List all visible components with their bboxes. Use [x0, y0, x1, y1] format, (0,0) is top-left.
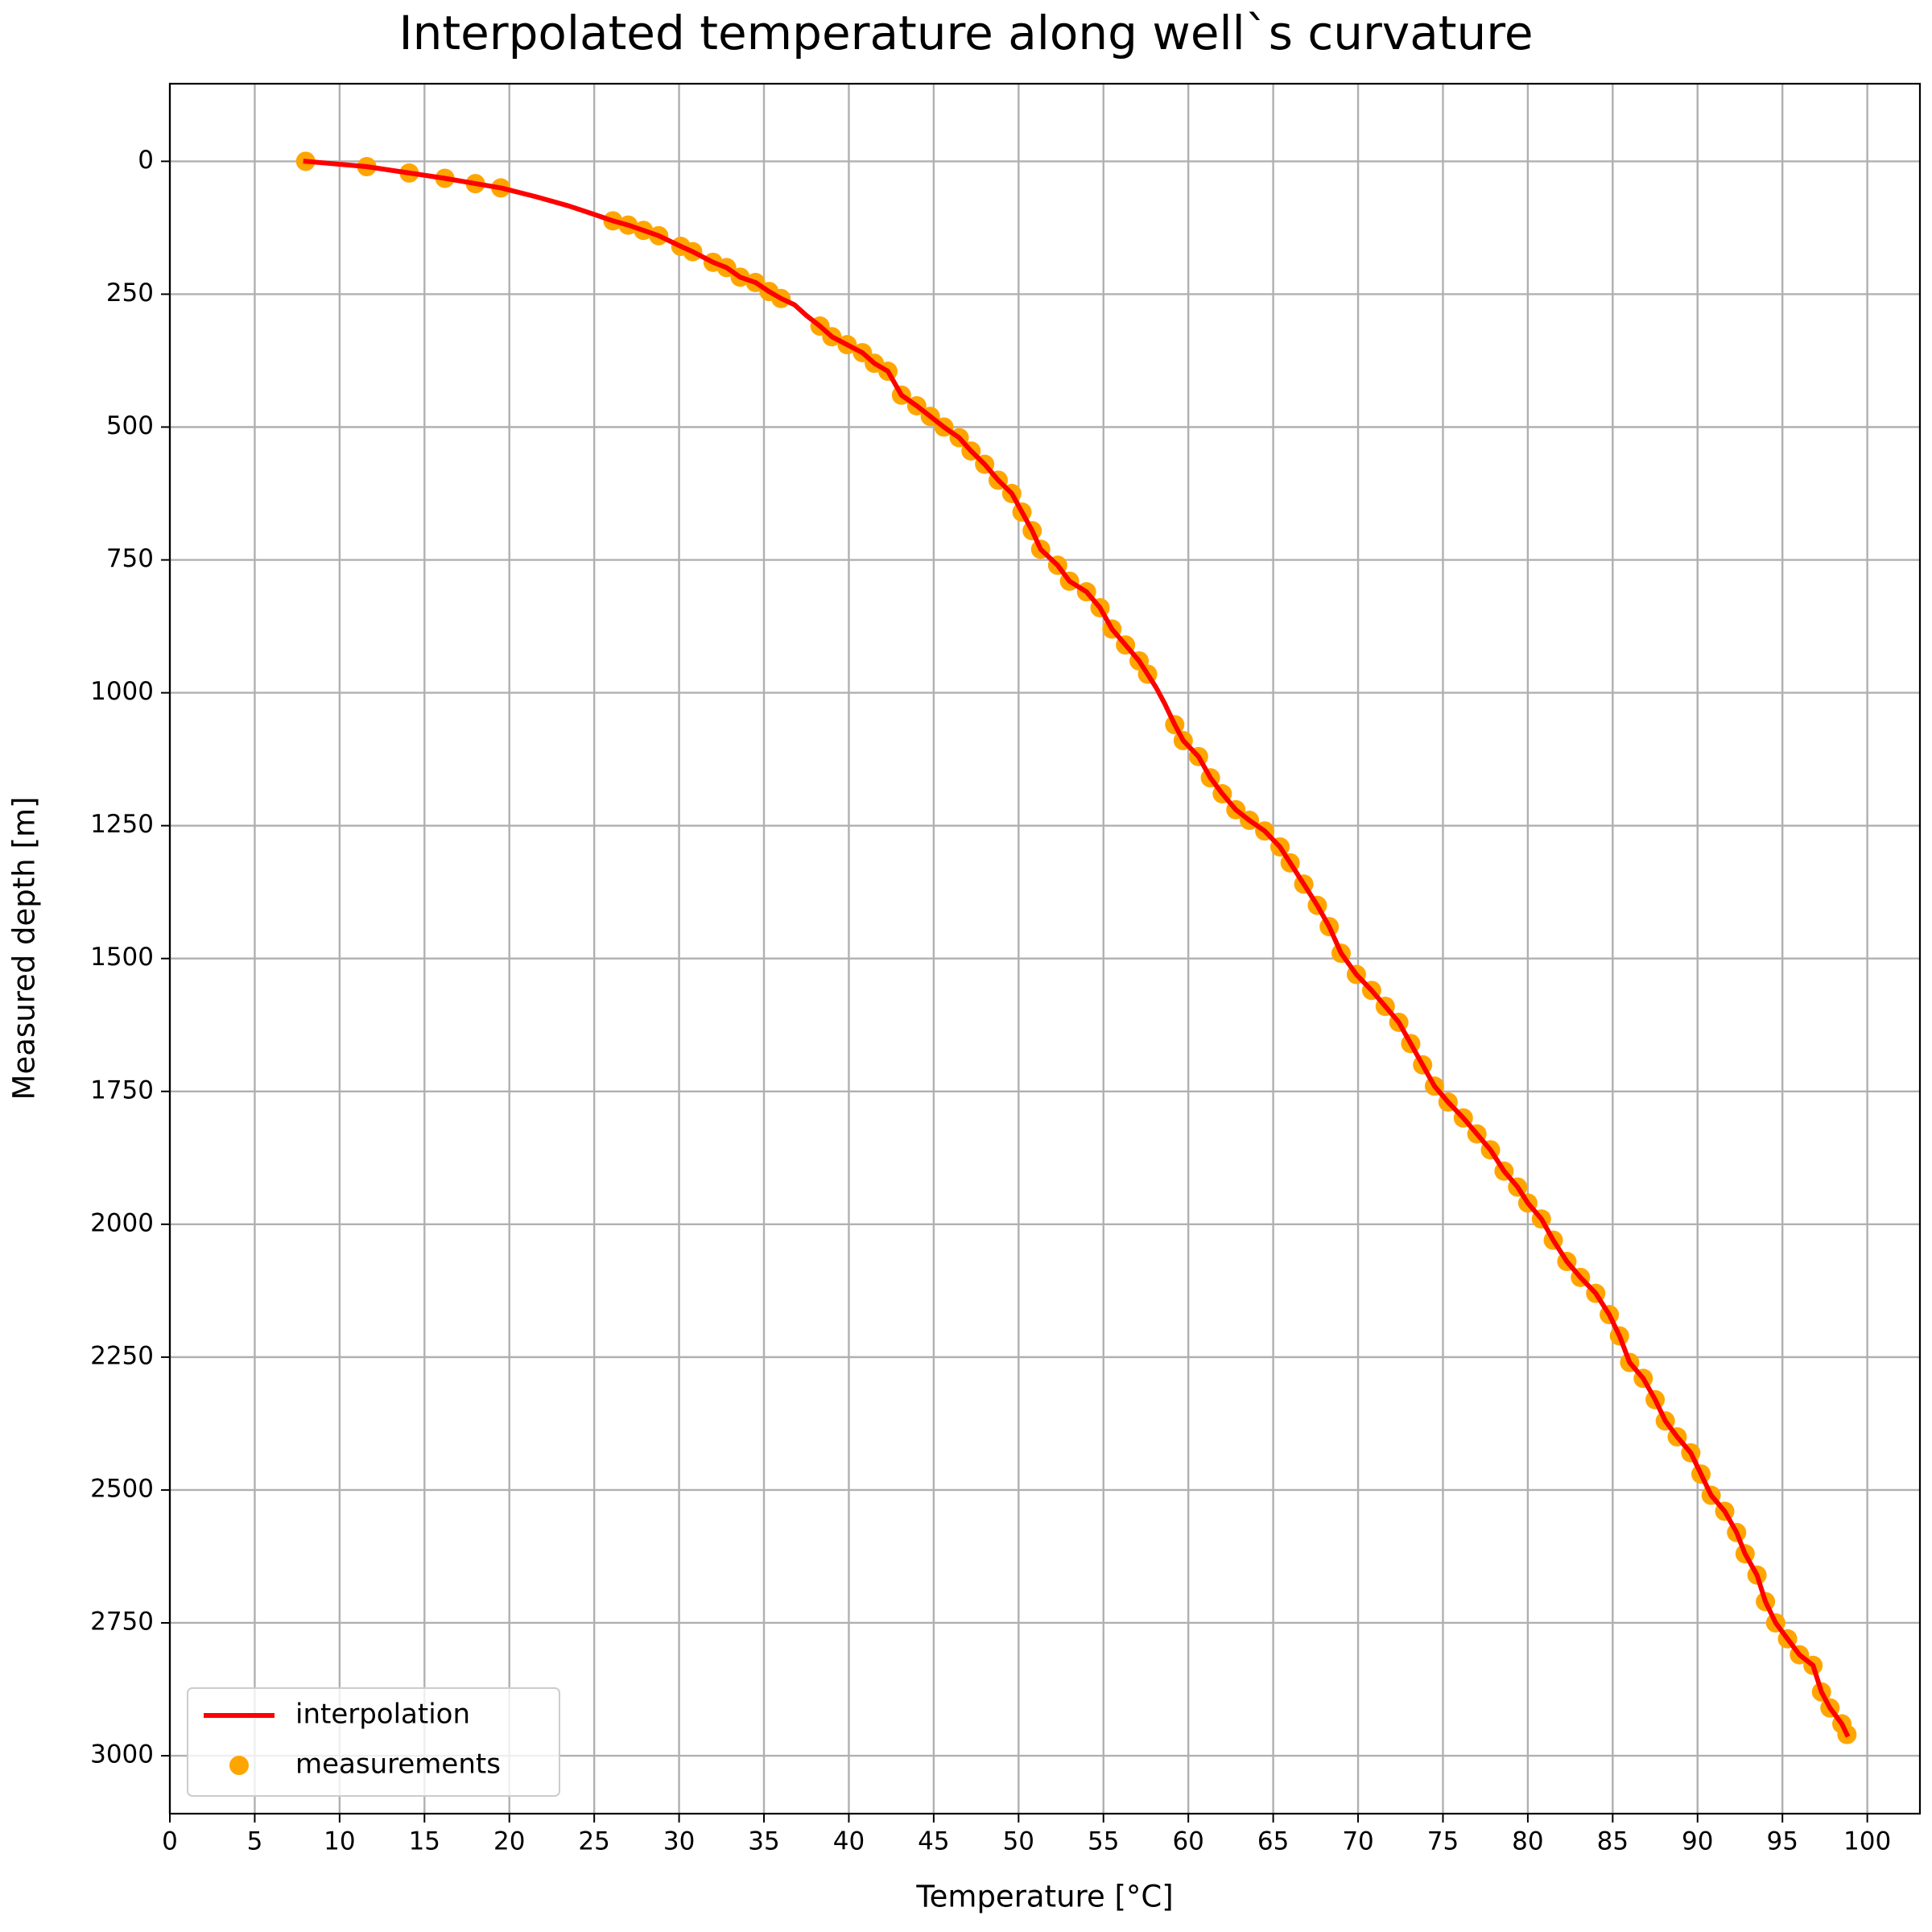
interpolation-line [303, 159, 1851, 1738]
y-tick-label: 2750 [90, 1607, 154, 1636]
x-tick-label: 100 [1843, 1827, 1891, 1856]
x-tick-label: 45 [918, 1827, 949, 1856]
grid [168, 84, 1920, 1814]
x-axis-label: Temperature [°C] [915, 1880, 1173, 1914]
x-tick-label: 35 [748, 1827, 779, 1856]
plot-frame [168, 82, 1922, 1815]
x-tick-label: 25 [578, 1827, 609, 1856]
legend-label: measurements [295, 1748, 501, 1781]
y-tick-label: 2250 [90, 1341, 154, 1370]
x-tick-label: 80 [1512, 1827, 1543, 1856]
x-tick-label: 0 [162, 1827, 178, 1856]
y-tick-label: 1000 [90, 677, 154, 706]
legend-box [187, 1687, 560, 1797]
x-tick-label: 70 [1342, 1827, 1373, 1856]
legend-label: interpolation [295, 1699, 470, 1731]
x-tick-label: 75 [1427, 1827, 1459, 1856]
plot-area [295, 151, 1857, 1744]
y-tick-label: 1750 [90, 1075, 154, 1104]
x-tick-label: 60 [1172, 1827, 1203, 1856]
x-tick-label: 95 [1766, 1827, 1798, 1856]
y-tick-label: 2500 [90, 1474, 154, 1503]
x-tick-label: 55 [1088, 1827, 1119, 1856]
x-tick-label: 10 [324, 1827, 355, 1856]
x-tick-label: 30 [663, 1827, 695, 1856]
x-tick-label: 20 [493, 1827, 525, 1856]
y-tick-label: 3000 [90, 1740, 154, 1769]
legend-key [229, 1756, 249, 1775]
x-tick-label: 50 [1003, 1827, 1034, 1856]
y-tick-label: 0 [138, 146, 154, 175]
legend: interpolation measurements [187, 1687, 560, 1797]
y-tick-label: 750 [106, 544, 154, 573]
x-tick-label: 5 [247, 1827, 263, 1856]
x-tick-label: 65 [1257, 1827, 1289, 1856]
y-tick-label: 1500 [90, 943, 154, 972]
x-tick-label: 85 [1597, 1827, 1629, 1856]
x-tick-label: 90 [1682, 1827, 1713, 1856]
x-tick-label: 15 [409, 1827, 440, 1856]
chart-title: Interpolated temperature along well`s cu… [398, 6, 1533, 60]
y-axis-label: Measured depth [m] [7, 797, 42, 1100]
x-tick-label: 40 [833, 1827, 865, 1856]
y-tick-label: 500 [106, 411, 154, 440]
y-tick-label: 2000 [90, 1208, 154, 1237]
y-tick-label: 1250 [90, 810, 154, 839]
y-tick-label: 250 [106, 279, 154, 308]
